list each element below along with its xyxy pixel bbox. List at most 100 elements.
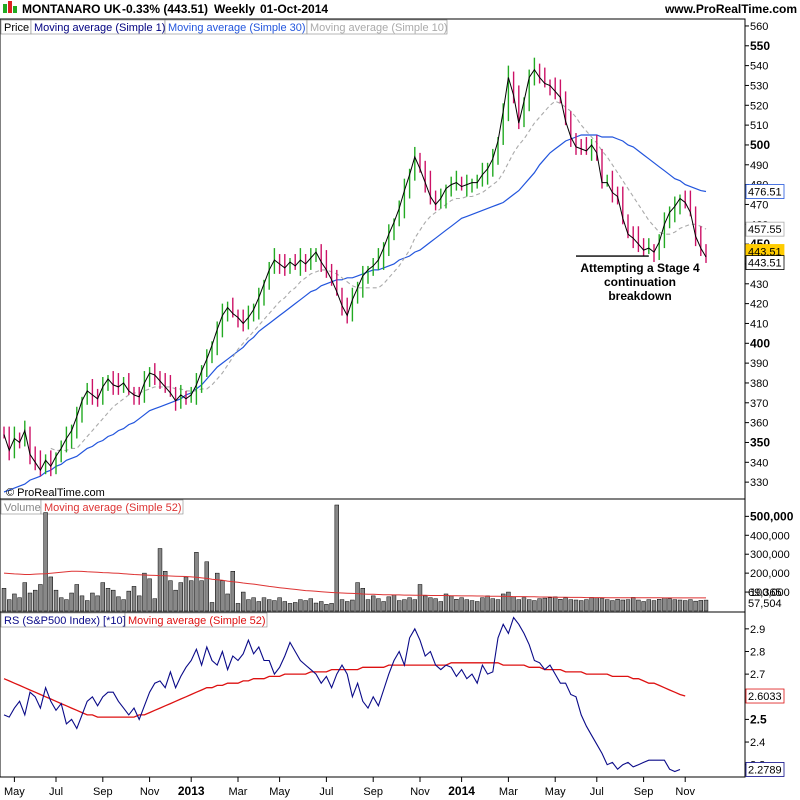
volume-bar — [209, 602, 215, 612]
volume-bar — [7, 599, 12, 612]
legend-box — [306, 19, 448, 35]
volume-bar — [376, 598, 381, 612]
last-value-label: 476.51 — [748, 187, 782, 199]
volume-bar — [64, 599, 69, 612]
ma30-line — [3, 134, 707, 493]
volume-bar — [558, 599, 563, 612]
price-tick-label: 410 — [750, 318, 768, 330]
legend-price: Price — [4, 22, 29, 34]
price-tick-label: 350 — [750, 435, 770, 449]
volume-bar — [521, 597, 527, 612]
volume-bar — [605, 599, 610, 612]
volume-bar — [610, 600, 615, 612]
rs-last-label: 2.2789 — [748, 764, 782, 776]
volume-bar — [59, 597, 64, 612]
volume-bar — [111, 589, 116, 612]
x-tick-label: Nov — [410, 786, 430, 798]
price-tick-label: 420 — [750, 299, 768, 311]
volume-bar — [27, 592, 33, 612]
price-change: -0.33% (443.51) — [122, 2, 208, 16]
volume-bar — [433, 598, 438, 612]
volume-bar — [298, 599, 303, 612]
volume-bar — [641, 601, 646, 612]
volume-last-label: 57,504 — [748, 598, 782, 610]
volume-bar — [230, 571, 236, 612]
volume-bar — [391, 594, 397, 612]
period-label: Weekly — [214, 2, 255, 16]
ma1-line-group — [3, 68, 707, 472]
site-link[interactable]: www.ProRealTime.com — [664, 2, 797, 16]
volume-bar — [183, 576, 189, 612]
volume-bar — [85, 600, 90, 612]
volume-bar — [90, 592, 95, 612]
volume-bar — [116, 596, 121, 612]
volume-bar — [703, 599, 709, 612]
volume-bar — [568, 599, 573, 612]
volume-bar — [683, 600, 688, 612]
x-axis: May Jul Sep Nov 2013 Mar May Jul Sep Nov 2014 Mar Ma… — [4, 777, 695, 798]
volume-bar — [204, 561, 210, 612]
last-value-box — [745, 221, 785, 237]
rs-last-label: 2.6033 — [748, 691, 782, 703]
x-tick-label: Jul — [319, 786, 333, 798]
volume-bar — [189, 580, 194, 612]
price-tick-label: 530 — [750, 80, 768, 92]
volume-ma52-group — [3, 570, 706, 599]
annotation-line-2: continuation — [604, 275, 676, 289]
annotation: Attempting a Stage 4 continuation breakd… — [580, 261, 700, 303]
price-tick-label: 340 — [750, 457, 768, 469]
volume-bar — [688, 599, 693, 612]
legend-rs: RS (S&P500 Index) [*10] — [4, 615, 126, 627]
volume-bar — [657, 599, 662, 612]
volume-bar — [12, 593, 17, 612]
volume-bar — [319, 601, 324, 612]
rs-legend: RS (S&P500 Index) [*10] Moving average (… — [0, 612, 268, 628]
volume-bar — [313, 602, 319, 612]
volume-bar — [215, 572, 220, 612]
volume-tick-label: 400,000 — [750, 530, 790, 542]
volume-bar — [599, 598, 605, 612]
legend-box — [124, 612, 268, 628]
volume-bar — [532, 600, 537, 612]
volume-bar — [105, 588, 111, 612]
volume-bar — [303, 600, 308, 612]
volume-bars — [1, 504, 709, 612]
volume-bar — [677, 599, 683, 612]
logo-icon — [3, 1, 17, 13]
volume-bar — [542, 597, 547, 612]
price-tick-label: 510 — [750, 120, 768, 132]
rs-tick-label: 2.9 — [750, 624, 765, 636]
volume-bar — [350, 599, 355, 612]
volume-bar — [1, 588, 7, 612]
volume-bar — [131, 586, 137, 612]
volume-bar — [412, 599, 418, 612]
volume-bar — [287, 603, 293, 612]
volume-bar — [137, 595, 142, 612]
volume-tick-label: 300,000 — [750, 549, 790, 561]
volume-bar — [423, 595, 428, 612]
volume-bar — [69, 592, 74, 612]
volume-bar — [563, 597, 568, 612]
x-tick-label: Sep — [93, 786, 113, 798]
volume-bar — [261, 597, 267, 612]
volume-bar — [511, 596, 516, 612]
x-tick-label: Mar — [229, 786, 248, 798]
volume-bar — [173, 589, 178, 612]
volume-bar — [365, 599, 371, 612]
volume-bar — [662, 597, 667, 612]
volume-bar — [698, 600, 703, 612]
volume-bar — [241, 591, 246, 612]
price-tick-label: 560 — [750, 21, 768, 33]
legend-rs-ma52: Moving average (Simple 52) — [128, 615, 266, 627]
last-value-label: 443.51 — [748, 258, 782, 270]
volume-bar — [672, 599, 677, 612]
volume-bar — [272, 600, 277, 612]
volume-bar — [43, 512, 48, 612]
legend-box — [40, 499, 184, 515]
volume-bar — [168, 580, 173, 612]
